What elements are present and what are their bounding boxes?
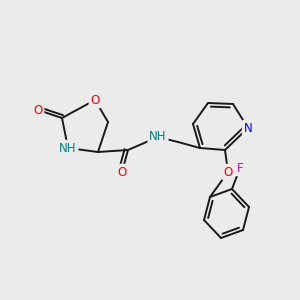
Text: N: N xyxy=(244,122,252,134)
Text: NH: NH xyxy=(59,142,77,154)
Text: O: O xyxy=(90,94,100,106)
Text: O: O xyxy=(224,166,232,178)
Text: O: O xyxy=(117,166,127,178)
Text: O: O xyxy=(33,103,43,116)
Text: F: F xyxy=(237,161,243,175)
Text: NH: NH xyxy=(149,130,167,143)
